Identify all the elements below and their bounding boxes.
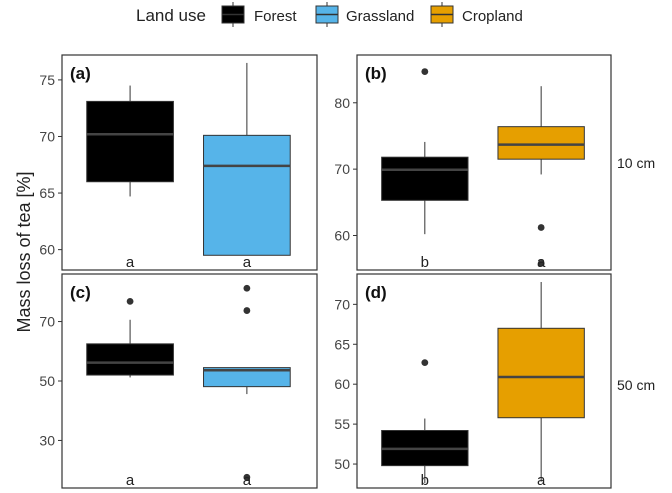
box-forest: b (381, 359, 469, 489)
significance-letter: b (421, 472, 429, 489)
panel-tag: (b) (365, 64, 387, 83)
panel-border (356, 273, 612, 489)
panel-tag: (c) (70, 283, 91, 302)
y-tick-label: 75 (39, 72, 55, 88)
row-label-50cm: 50 cm (617, 377, 655, 393)
outlier-point (537, 259, 545, 267)
y-tick-label: 60 (334, 376, 350, 392)
significance-letter: a (537, 254, 546, 271)
box-iqr (203, 134, 291, 256)
y-tick-label: 50 (334, 456, 350, 472)
significance-letter: a (243, 254, 252, 271)
box-iqr (86, 343, 174, 376)
y-tick-label: 70 (334, 296, 350, 312)
y-tick-label: 30 (39, 432, 55, 448)
y-tick-label: 55 (334, 416, 350, 432)
panel-d: 50 55 60 65 70 b a (d) (334, 273, 612, 489)
box-cropland: a (497, 281, 585, 489)
panel-a: 60 65 70 75 a a (a) (39, 54, 318, 271)
significance-letter: b (421, 254, 429, 271)
y-tick-label: 65 (334, 336, 350, 352)
panel-tag: (a) (70, 64, 91, 83)
box-cropland: a (497, 86, 585, 271)
box-iqr (497, 126, 585, 160)
legend-title: Land use (136, 6, 206, 25)
box-iqr (203, 367, 291, 388)
box-iqr (86, 100, 174, 183)
box-iqr (381, 156, 469, 201)
legend-label: Forest (254, 8, 297, 25)
outlier-point (421, 359, 429, 367)
y-tick-label: 70 (39, 128, 55, 144)
box-grassland: a (203, 284, 291, 489)
outlier-point (421, 68, 429, 75)
box-iqr (497, 327, 585, 419)
legend-item-forest: Forest (221, 2, 297, 27)
y-tick-label: 65 (39, 185, 55, 201)
outlier-point (537, 224, 545, 231)
significance-letter: a (126, 254, 135, 271)
y-tick-label: 70 (334, 161, 350, 177)
y-tick-label: 80 (334, 95, 350, 111)
outlier-point (126, 297, 134, 305)
significance-letter: a (243, 472, 252, 489)
y-tick-label: 60 (39, 242, 55, 258)
significance-letter: a (537, 472, 546, 489)
legend-item-grassland: Grassland (315, 2, 414, 27)
box-grassland: a (203, 62, 291, 271)
significance-letter: a (126, 472, 135, 489)
panel-border (61, 273, 318, 489)
outlier-point (243, 284, 251, 292)
panel-b: 60 70 80 b a (b) (334, 54, 612, 271)
panel-border (61, 54, 318, 271)
y-tick-label: 70 (39, 314, 55, 330)
legend-label: Grassland (346, 8, 414, 25)
panel-border (356, 54, 612, 271)
legend: Land use Forest Grassland Cropland (136, 2, 523, 27)
legend-item-cropland: Cropland (430, 2, 523, 27)
outlier-point (243, 307, 251, 314)
box-forest: b (381, 68, 469, 271)
y-axis-label: Mass loss of tea [%] (14, 171, 34, 332)
box-forest: a (86, 85, 174, 271)
box-forest: a (86, 297, 174, 489)
outlier-point (243, 473, 251, 481)
y-tick-label: 50 (39, 373, 55, 389)
row-label-10cm: 10 cm (617, 155, 655, 171)
legend-label: Cropland (462, 8, 523, 25)
panel-c: 30 50 70 a a (c) (39, 273, 318, 489)
panel-tag: (d) (365, 283, 387, 302)
y-tick-label: 60 (334, 227, 350, 243)
